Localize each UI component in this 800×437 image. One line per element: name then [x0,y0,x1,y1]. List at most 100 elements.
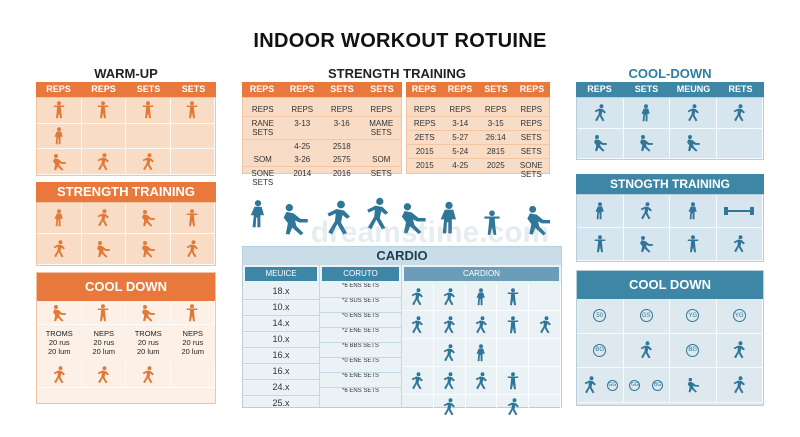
cardio-col1-cell: 10.x [243,332,319,348]
exercise-cell [81,203,126,234]
run-icon [441,288,457,306]
dumbbell-curl-icon [184,101,200,119]
exercise-cell [716,98,763,129]
exercise-cell [529,367,561,395]
table-cell: SETS [370,169,392,178]
table-cell: 2518 [332,142,351,151]
table-cell: 2015 [415,161,434,170]
exercise-cell [170,123,215,150]
exercise-cell [126,362,171,388]
strength-center-title: STRENGTH TRAINING [328,66,466,81]
lift-icon [685,235,701,253]
cooldown-left-banner: COOL DOWN [37,273,215,301]
exercise-cell [497,367,530,395]
table1-body: REPS REPS REPS REPS RANE SETS 3-13 3-16 … [242,97,402,187]
dumbbell-curl-icon [140,101,156,119]
strength-left-banner: STRENGTH TRAINING [36,182,216,202]
cooldown-right-header-cell: MEUNG [676,84,711,94]
exercise-cell [623,228,670,261]
exercise-cell [402,339,434,367]
exercise-cell [716,128,763,159]
cooldown-cell: 20 lum [92,347,115,356]
exercise-cell [81,301,126,325]
exercise-cell [465,311,498,339]
crouch-icon [51,304,67,322]
stretch-icon [520,204,556,236]
lunge-icon [638,341,654,359]
table2-header-cell: SETS [484,84,508,94]
table-cell: 2ETS [414,133,435,142]
cooldown-cell: NEPS [182,329,203,338]
squat-icon [51,153,67,171]
cardio-col1-cell: 16.x [243,364,319,380]
cooldown-cell: 20 rus [93,338,115,347]
exercise-cell [529,339,561,367]
exercise-cell [170,149,215,175]
exercise-cell [529,283,561,311]
exercise-cell [433,339,466,367]
table1-header-cell: SETS [330,84,354,94]
table1-header-cell: REPS [249,84,275,94]
exercise-cell [126,123,171,150]
exercise-cell [497,311,530,339]
cooldown-right-header-cell: SETS [634,84,659,94]
badge: YG [686,309,700,323]
exercise-cell [126,301,171,325]
cooldown-cell: 20 rus [48,338,70,347]
exercise-cell: BG [670,333,717,369]
lunge-icon [731,104,747,122]
warmup-header-3: SETS [136,84,161,94]
cooldown-cell: 20 lum [181,347,204,356]
crouch-icon [592,134,608,152]
table-cell: 3-13 [294,119,311,128]
exercise-cell [577,128,624,159]
crouch-icon [140,304,156,322]
table-cell: 5-24 [452,147,469,156]
exercise-cell [497,283,530,311]
table-row: SOM 3-26 2575 SOM [243,153,401,167]
walk-icon [51,366,67,384]
table-cell: 2015 [415,147,434,156]
table-cell: SONE SETS [519,161,543,179]
exercise-cell [497,395,530,419]
badge: 50 [593,309,607,323]
run-icon [441,372,457,390]
warmup-header-4: SETS [181,84,206,94]
cardio-col1-header: MEUICE [245,267,317,281]
table-row: 2015 5-24 2815 SETS [407,145,549,159]
plank-icon [681,377,705,393]
table-cell: SETS [520,133,542,142]
cardio-figure-grid [402,283,561,395]
exercise-cell [716,195,763,228]
lunge-icon [731,376,747,394]
exercise-cell [670,228,717,261]
cardio-panel: CARDIO MEUICE 18.x 10.x 14.x 10.x 16.x 1… [242,246,562,419]
table-cell: REPS [330,105,353,114]
exercise-cell [37,123,82,150]
table1-header: REPS REPS SETS SETS [242,82,402,97]
cardio-col2-cell: *6 ENS SETS [320,283,401,298]
cooldown-cell: TROMS [45,329,73,338]
crouch-icon [184,304,200,322]
strength-left-grid [36,202,216,266]
jump-icon [505,288,521,306]
exercise-cell [670,368,717,403]
lunge-icon [321,200,355,236]
table-cell: 26:14 [485,133,506,142]
run-icon [537,316,553,334]
table-cell: 2014 [293,169,312,178]
exercise-cell [465,339,498,367]
exercise-cell [529,395,561,419]
stand-icon [473,344,489,362]
jump-icon [505,372,521,390]
cardio-col1-cell: 25.x [272,398,290,408]
walk-icon [140,366,156,384]
cooldown-cell: 20 rus [137,338,159,347]
exercise-cell: 50 [577,299,624,334]
walk-icon [95,366,111,384]
cardio-col2-cell: *6 ENS SETS [341,388,379,394]
cooldown-icon-row [37,301,215,325]
table-cell: REPS [291,105,314,114]
exercise-cell: GG BG [623,368,670,403]
exercise-cell [126,149,171,175]
